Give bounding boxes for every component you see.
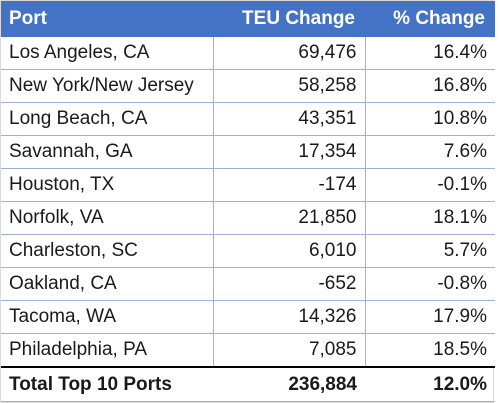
table-row: New York/New Jersey 58,258 16.8%: [1, 69, 495, 103]
port-cell: Los Angeles, CA: [1, 37, 214, 70]
pct-change-cell: 18.1%: [365, 201, 495, 235]
port-cell: Savannah, GA: [1, 135, 214, 169]
pct-change-cell: 5.7%: [365, 234, 495, 268]
port-cell: Tacoma, WA: [1, 300, 214, 334]
total-pct-change: 12.0%: [365, 367, 495, 402]
port-cell: Long Beach, CA: [1, 102, 214, 136]
teu-change-cell: 58,258: [213, 69, 366, 103]
teu-change-cell: 17,354: [213, 135, 366, 169]
table-row: Charleston, SC 6,010 5.7%: [1, 234, 495, 268]
table-row: Los Angeles, CA 69,476 16.4%: [1, 37, 495, 70]
pct-change-cell: 16.8%: [365, 69, 495, 103]
total-teu-change: 236,884: [213, 367, 365, 402]
port-cell: Charleston, SC: [1, 234, 214, 268]
table-row: Oakland, CA -652 -0.8%: [1, 267, 495, 301]
port-cell: New York/New Jersey: [1, 69, 214, 103]
teu-change-cell: -652: [213, 267, 366, 301]
teu-change-cell: 69,476: [213, 37, 366, 70]
pct-change-cell: 18.5%: [365, 333, 495, 368]
pct-change-cell: -0.1%: [365, 168, 495, 202]
teu-change-cell: 21,850: [213, 201, 366, 235]
pct-change-cell: 10.8%: [365, 102, 495, 136]
table-row: Houston, TX -174 -0.1%: [1, 168, 495, 202]
teu-change-cell: 14,326: [213, 300, 366, 334]
pct-change-cell: 17.9%: [365, 300, 495, 334]
header-pct-change: % Change: [365, 1, 495, 37]
port-cell: Oakland, CA: [1, 267, 214, 301]
pct-change-cell: -0.8%: [365, 267, 495, 301]
header-teu-change: TEU Change: [213, 1, 365, 37]
port-cell: Houston, TX: [1, 168, 214, 202]
total-row: Total Top 10 Ports 236,884 12.0%: [1, 367, 495, 402]
teu-change-cell: 7,085: [213, 333, 366, 368]
total-label: Total Top 10 Ports: [1, 367, 213, 402]
header-row: Port TEU Change % Change: [1, 1, 495, 37]
port-cell: Norfolk, VA: [1, 201, 214, 235]
table-row: Long Beach, CA 43,351 10.8%: [1, 102, 495, 136]
teu-change-cell: -174: [213, 168, 366, 202]
header-port: Port: [1, 1, 213, 37]
teu-change-cell: 6,010: [213, 234, 366, 268]
table-row: Norfolk, VA 21,850 18.1%: [1, 201, 495, 235]
table-row: Tacoma, WA 14,326 17.9%: [1, 300, 495, 334]
port-cell: Philadelphia, PA: [1, 333, 214, 368]
table-row: Savannah, GA 17,354 7.6%: [1, 135, 495, 169]
teu-change-cell: 43,351: [213, 102, 366, 136]
pct-change-cell: 7.6%: [365, 135, 495, 169]
table-row: Philadelphia, PA 7,085 18.5%: [1, 333, 495, 368]
pct-change-cell: 16.4%: [365, 37, 495, 70]
